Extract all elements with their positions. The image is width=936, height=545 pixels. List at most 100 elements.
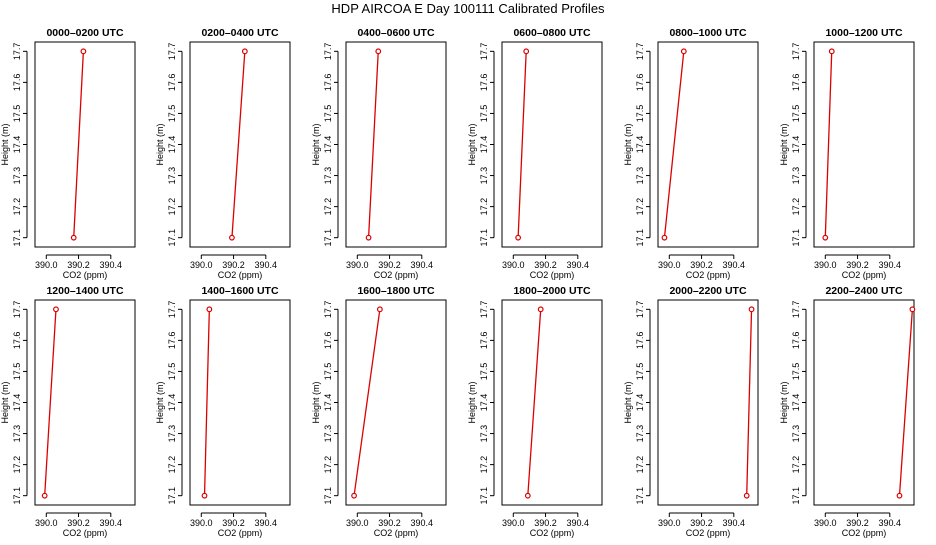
- x-tick-label: 390.4: [100, 518, 123, 528]
- data-point: [53, 306, 59, 313]
- plot-frame: [189, 41, 291, 248]
- y-axis-label: Height (m): [779, 381, 789, 423]
- y-axis-label: Height (m): [311, 381, 321, 423]
- x-axis-label: CO2 (ppm): [374, 528, 419, 538]
- y-tick-label: 17.2: [12, 198, 22, 216]
- plot-frame: [345, 41, 447, 248]
- x-tick-label: 390.0: [346, 518, 369, 528]
- data-point: [909, 306, 916, 313]
- y-tick-label: 17.3: [791, 167, 801, 185]
- x-axis-label: CO2 (ppm): [686, 270, 731, 280]
- y-tick-label: 17.4: [167, 394, 177, 412]
- y-tick-label: 17.4: [323, 136, 333, 154]
- y-tick-label: 17.7: [12, 301, 22, 319]
- y-tick-label: 17.3: [167, 425, 177, 443]
- x-tick-label: 390.2: [67, 260, 90, 270]
- y-tick-label: 17.6: [635, 332, 645, 350]
- y-tick-label: 17.2: [635, 456, 645, 474]
- y-tick-label: 17.6: [323, 74, 333, 92]
- y-tick-label: 17.2: [323, 456, 333, 474]
- y-tick-label: 17.5: [167, 363, 177, 381]
- y-tick-label: 17.3: [635, 425, 645, 443]
- data-point: [41, 492, 48, 499]
- data-point: [524, 492, 531, 499]
- x-tick-label: 390.4: [567, 518, 590, 528]
- y-tick-label: 17.3: [791, 425, 801, 443]
- y-tick-label: 17.5: [479, 363, 489, 381]
- y-tick-label: 17.6: [12, 74, 22, 92]
- y-tick-label: 17.2: [479, 198, 489, 216]
- y-tick-label: 17.7: [635, 301, 645, 319]
- x-tick-label: 390.0: [190, 518, 213, 528]
- x-tick-label: 390.4: [723, 260, 746, 270]
- data-point: [201, 492, 208, 499]
- y-tick-label: 17.1: [791, 229, 801, 247]
- y-tick-label: 17.5: [167, 105, 177, 123]
- x-axis-label: CO2 (ppm): [63, 528, 108, 538]
- y-tick-label: 17.7: [635, 43, 645, 61]
- y-tick-label: 17.1: [479, 229, 489, 247]
- y-tick-label: 17.7: [167, 43, 177, 61]
- x-axis-label: CO2 (ppm): [374, 270, 419, 280]
- y-tick-label: 17.1: [12, 229, 22, 247]
- plot-frame: [813, 299, 915, 506]
- y-tick-label: 17.6: [167, 74, 177, 92]
- y-tick-label: 17.7: [323, 301, 333, 319]
- y-axis-label: Height (m): [779, 123, 789, 165]
- y-axis-label: Height (m): [623, 381, 633, 423]
- x-tick-label: 390.4: [879, 260, 902, 270]
- y-tick-label: 17.4: [167, 136, 177, 154]
- x-axis-label: CO2 (ppm): [842, 270, 887, 280]
- x-tick-label: 390.2: [846, 518, 869, 528]
- y-tick-label: 17.5: [12, 363, 22, 381]
- x-tick-label: 390.2: [67, 518, 90, 528]
- y-tick-label: 17.5: [791, 363, 801, 381]
- data-point: [515, 234, 522, 241]
- x-tick-label: 390.0: [35, 260, 58, 270]
- x-tick-label: 390.2: [690, 260, 713, 270]
- profile-line: [663, 51, 685, 238]
- y-tick-label: 17.3: [12, 425, 22, 443]
- x-axis-label: CO2 (ppm): [218, 528, 263, 538]
- y-tick-label: 17.2: [12, 456, 22, 474]
- y-tick-label: 17.1: [167, 487, 177, 505]
- y-axis-label: Height (m): [0, 123, 10, 165]
- x-tick-label: 390.4: [411, 260, 434, 270]
- x-axis-label: CO2 (ppm): [63, 270, 108, 280]
- y-tick-label: 17.6: [167, 332, 177, 350]
- y-tick-label: 17.1: [635, 229, 645, 247]
- y-tick-label: 17.1: [12, 487, 22, 505]
- panel-title: 0000–0200 UTC: [46, 27, 123, 39]
- profile-line: [73, 51, 85, 238]
- data-point: [206, 306, 213, 313]
- x-axis-label: CO2 (ppm): [218, 270, 263, 280]
- plot-frame: [657, 299, 759, 506]
- y-tick-label: 17.5: [479, 105, 489, 123]
- x-axis-label: CO2 (ppm): [842, 528, 887, 538]
- y-tick-label: 17.7: [12, 43, 22, 61]
- x-axis-label: CO2 (ppm): [530, 528, 575, 538]
- profile-line: [353, 309, 381, 496]
- x-tick-label: 390.2: [222, 518, 245, 528]
- data-point: [896, 492, 903, 499]
- y-tick-label: 17.7: [479, 43, 489, 61]
- y-tick-label: 17.5: [323, 363, 333, 381]
- y-tick-label: 17.6: [12, 332, 22, 350]
- panel-title: 1800–2000 UTC: [513, 285, 590, 297]
- data-point: [748, 306, 755, 313]
- y-tick-label: 17.6: [323, 332, 333, 350]
- x-tick-label: 390.4: [411, 518, 434, 528]
- x-tick-label: 390.4: [567, 260, 590, 270]
- x-tick-label: 390.4: [255, 260, 278, 270]
- y-tick-label: 17.1: [635, 487, 645, 505]
- x-tick-label: 390.4: [879, 518, 902, 528]
